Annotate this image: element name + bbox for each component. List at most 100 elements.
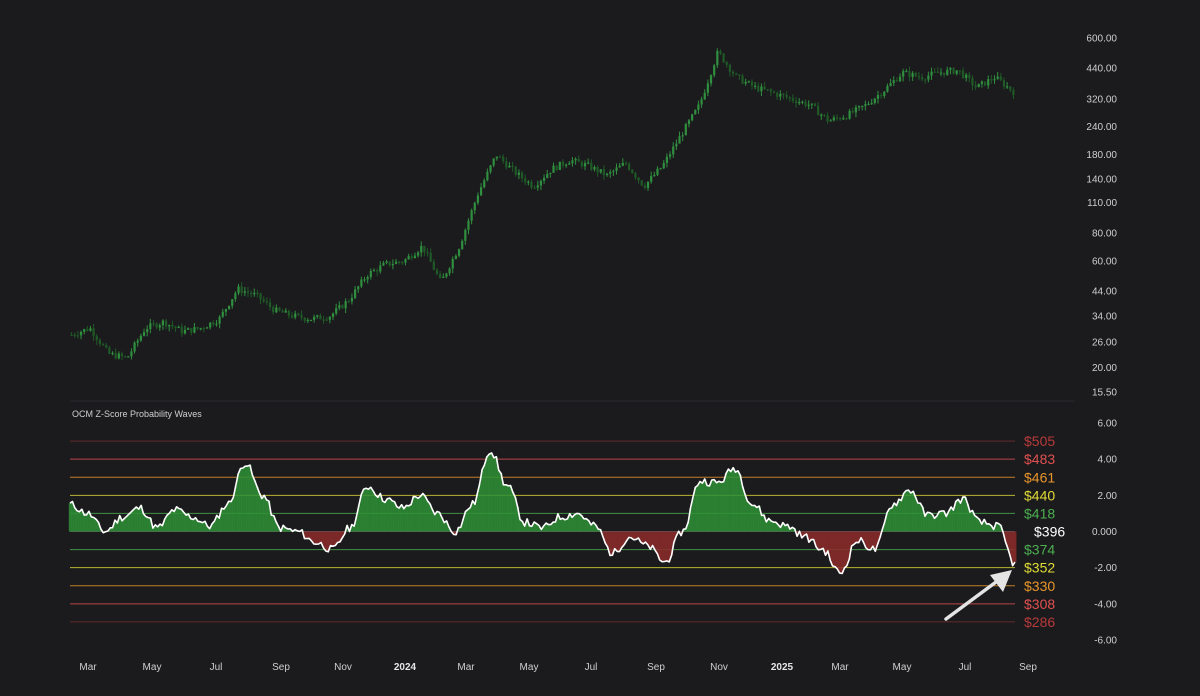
- zscore-bar: [855, 532, 858, 543]
- zscore-bar: [959, 503, 962, 531]
- price-candle: [997, 77, 999, 80]
- price-candle: [556, 166, 558, 170]
- price-candle: [767, 89, 769, 90]
- zscore-bar: [708, 486, 711, 532]
- price-candle: [694, 110, 696, 114]
- price-candle: [896, 80, 898, 81]
- price-candle: [171, 325, 173, 327]
- zscore-bar: [512, 492, 515, 531]
- price-candle: [546, 174, 548, 178]
- zscore-bar: [469, 507, 472, 531]
- zscore-bar: [509, 486, 512, 532]
- price-candle: [763, 87, 765, 90]
- indicator-pane[interactable]: OCM Z-Score Probability Waves: [69, 409, 1017, 622]
- price-candle: [326, 320, 328, 321]
- zscore-bar: [242, 468, 245, 531]
- price-candle: [143, 332, 145, 336]
- price-candle: [678, 136, 680, 143]
- price-candle: [433, 262, 435, 270]
- zscore-tick-label: 2.00: [1098, 491, 1118, 502]
- zscore-bar: [332, 532, 335, 547]
- price-candle: [729, 65, 731, 72]
- price-candle: [965, 75, 967, 78]
- price-candle: [241, 286, 243, 292]
- zscore-bar: [436, 511, 439, 531]
- price-candle: [282, 311, 284, 313]
- price-candle: [464, 230, 466, 241]
- zscore-bar: [734, 472, 737, 531]
- time-tick-label: May: [143, 662, 162, 673]
- price-candle: [738, 75, 740, 76]
- zscore-bar: [730, 472, 733, 532]
- zscore-bar: [834, 532, 837, 567]
- price-candle: [505, 161, 507, 167]
- price-axis: 600.00440.00320.00240.00180.00140.00110.…: [1086, 34, 1117, 399]
- price-candle: [338, 305, 340, 308]
- zscore-bar: [907, 490, 910, 531]
- zscore-bar: [924, 516, 927, 531]
- zscore-bar: [945, 516, 948, 531]
- zscore-bar: [223, 509, 226, 531]
- price-candle: [411, 256, 413, 258]
- zscore-tick-label: 6.00: [1098, 419, 1118, 430]
- zscore-bar: [753, 505, 756, 531]
- price-candle: [760, 87, 762, 92]
- price-candle: [615, 167, 617, 170]
- zscore-bar: [424, 496, 427, 531]
- time-tick-label: Jul: [585, 662, 598, 673]
- price-candle: [770, 90, 772, 92]
- zscore-bar: [661, 532, 664, 562]
- zscore-bar: [384, 502, 387, 531]
- price-candle: [804, 102, 806, 106]
- zscore-bar: [701, 483, 704, 531]
- price-candle: [927, 76, 929, 80]
- price-candle: [845, 118, 847, 119]
- price-candle: [471, 210, 473, 220]
- price-candle: [389, 261, 391, 265]
- zscore-bar: [251, 475, 254, 531]
- price-tick-label: 600.00: [1086, 34, 1117, 45]
- price-candle: [348, 301, 350, 302]
- zscore-bar: [976, 517, 979, 531]
- price-candle: [190, 328, 192, 333]
- price-pane[interactable]: [70, 48, 1014, 360]
- price-candle: [571, 160, 573, 163]
- zscore-bar: [614, 532, 617, 549]
- price-candle: [515, 167, 517, 175]
- zscore-bar: [699, 482, 702, 532]
- zscore-bar: [381, 501, 384, 531]
- price-candle: [300, 315, 302, 318]
- price-candle: [782, 94, 784, 95]
- zscore-bar: [398, 508, 401, 531]
- price-candle: [345, 301, 347, 308]
- price-candle: [779, 94, 781, 97]
- price-candle: [697, 105, 699, 110]
- price-candle: [663, 163, 665, 168]
- zscore-bar: [474, 504, 477, 531]
- price-candle: [600, 169, 602, 172]
- zscore-bar: [850, 532, 853, 546]
- price-candle: [902, 71, 904, 77]
- price-candle: [653, 175, 655, 176]
- zscore-bar: [772, 522, 775, 531]
- price-candle: [934, 72, 936, 73]
- price-candle: [376, 270, 378, 271]
- price-candle: [606, 174, 608, 175]
- price-candle: [272, 307, 274, 312]
- zscore-bar: [770, 521, 773, 532]
- price-candle: [918, 76, 920, 77]
- z-axis: 6.004.002.000.000-2.00-4.00-6.00: [1092, 419, 1117, 647]
- zscore-bar: [547, 525, 550, 532]
- price-candle: [552, 166, 554, 173]
- price-candle: [530, 182, 532, 188]
- price-candle: [637, 178, 639, 181]
- price-candle: [430, 253, 432, 262]
- price-candle: [452, 259, 454, 269]
- zscore-bar: [784, 526, 787, 532]
- price-candle: [524, 178, 526, 182]
- zscore-bar: [962, 497, 965, 532]
- zscore-bar: [895, 505, 898, 531]
- time-tick-label: Nov: [334, 662, 352, 673]
- zscore-bar: [950, 507, 953, 532]
